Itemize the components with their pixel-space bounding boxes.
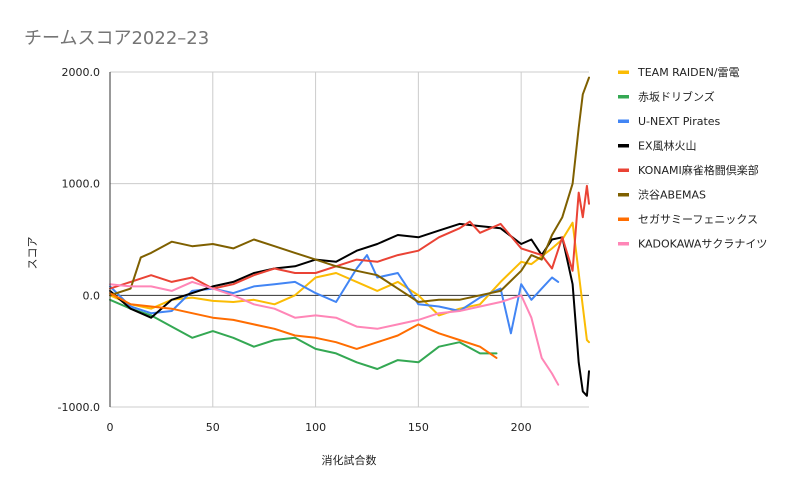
x-tick-label: 0 [107,421,114,434]
chart-title: チームスコア2022–23 [24,28,209,49]
y-tick-label: -1000.0 [58,401,100,414]
grid-layer [110,71,589,408]
legend-swatch [618,217,629,221]
legend-label: KADOKAWAサクラナイツ [638,238,767,251]
legend-label: EX風林火山 [638,139,697,153]
legend-swatch [618,168,629,172]
x-axis-label: 消化試合数 [322,453,377,467]
legend-swatch [618,95,629,99]
legend-swatch [618,119,629,123]
y-tick-label: 0.0 [83,289,101,302]
series-line-7 [109,292,498,359]
legend-label: U-NEXT Pirates [638,115,721,128]
series-line-5 [109,184,590,290]
legend-label: 赤坂ドリブンズ [638,90,715,104]
legend-swatch [618,144,629,148]
y-tick-label: 1000.0 [62,178,101,191]
y-tick-label: 2000.0 [62,66,101,79]
x-tick-label: 50 [206,421,220,434]
series-line-8 [109,280,560,386]
legend-label: 渋谷ABEMAS [638,189,706,202]
x-tick-label: 200 [511,421,532,434]
y-axis-label: スコア [26,237,39,270]
axis-layer: 0 50 100 150 200 -1000.0 0.0 1000.0 2000.0 [58,66,532,434]
legend-label: KONAMI麻雀格闘倶楽部 [638,163,759,177]
legend-swatch [618,70,629,74]
legend-swatch [618,193,629,197]
x-tick-label: 100 [305,421,326,434]
series-line-6 [109,76,590,303]
legend-swatch [618,242,629,246]
legend-label: セガサミーフェニックス [638,213,758,226]
legend-label: TEAM RAIDEN/雷電 [637,66,740,79]
series-layer [109,76,590,397]
series-line-1 [109,221,590,344]
x-tick-label: 150 [408,421,429,434]
series-line-4 [109,222,590,397]
series-line-2 [109,298,498,370]
